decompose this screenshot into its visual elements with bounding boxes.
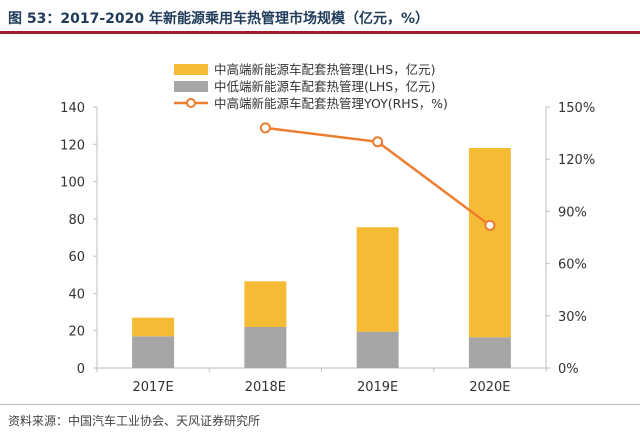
x-tick-label: 2020E bbox=[469, 380, 510, 395]
left-tick-label: 120 bbox=[60, 138, 85, 153]
legend-swatch-high bbox=[174, 64, 208, 75]
right-tick-label: 150% bbox=[558, 101, 595, 116]
x-tick-label: 2018E bbox=[245, 380, 286, 395]
source-note: 资料来源：中国汽车工业协会、天风证券研究所 bbox=[8, 414, 261, 428]
yoy-point-2020E bbox=[484, 219, 496, 231]
divider bbox=[0, 404, 640, 405]
bar-high-end-2019E bbox=[356, 227, 399, 332]
legend-swatch-low bbox=[174, 81, 208, 92]
bar-low-end-2017E bbox=[132, 336, 175, 368]
legend-label-low: 中低端新能源车配套热管理(LHS，亿元) bbox=[214, 79, 436, 94]
bar-high-end-2018E bbox=[244, 281, 287, 327]
x-tick-label: 2019E bbox=[357, 380, 398, 395]
legend-label-yoy: 中高端新能源车配套热管理YOY(RHS，%) bbox=[214, 96, 448, 111]
right-tick-label: 90% bbox=[558, 205, 587, 220]
right-tick-label: 30% bbox=[558, 310, 587, 325]
figure-title: 图 53：2017-2020 年新能源乘用车热管理市场规模（亿元，%） bbox=[0, 0, 640, 34]
bar-low-end-2018E bbox=[244, 326, 287, 368]
legend-swatch-yoy-marker bbox=[186, 98, 196, 108]
left-tick-label: 0 bbox=[77, 362, 85, 377]
left-tick-label: 100 bbox=[60, 176, 85, 191]
left-tick-label: 40 bbox=[68, 287, 85, 302]
right-tick-label: 0% bbox=[558, 362, 579, 377]
right-tick-label: 120% bbox=[558, 153, 595, 168]
bar-high-end-2020E bbox=[468, 148, 511, 338]
left-tick-label: 140 bbox=[60, 101, 85, 116]
right-tick-label: 60% bbox=[558, 258, 587, 273]
x-tick-label: 2017E bbox=[132, 380, 173, 395]
legend-label-high: 中高端新能源车配套热管理(LHS，亿元) bbox=[214, 62, 436, 77]
bar-low-end-2020E bbox=[468, 337, 511, 368]
yoy-point-2019E bbox=[372, 136, 384, 148]
bar-high-end-2017E bbox=[132, 317, 175, 337]
left-tick-label: 20 bbox=[68, 325, 85, 340]
left-tick-label: 60 bbox=[68, 250, 85, 265]
left-tick-label: 80 bbox=[68, 213, 85, 228]
bar-low-end-2019E bbox=[356, 331, 399, 368]
yoy-point-2018E bbox=[259, 122, 271, 134]
